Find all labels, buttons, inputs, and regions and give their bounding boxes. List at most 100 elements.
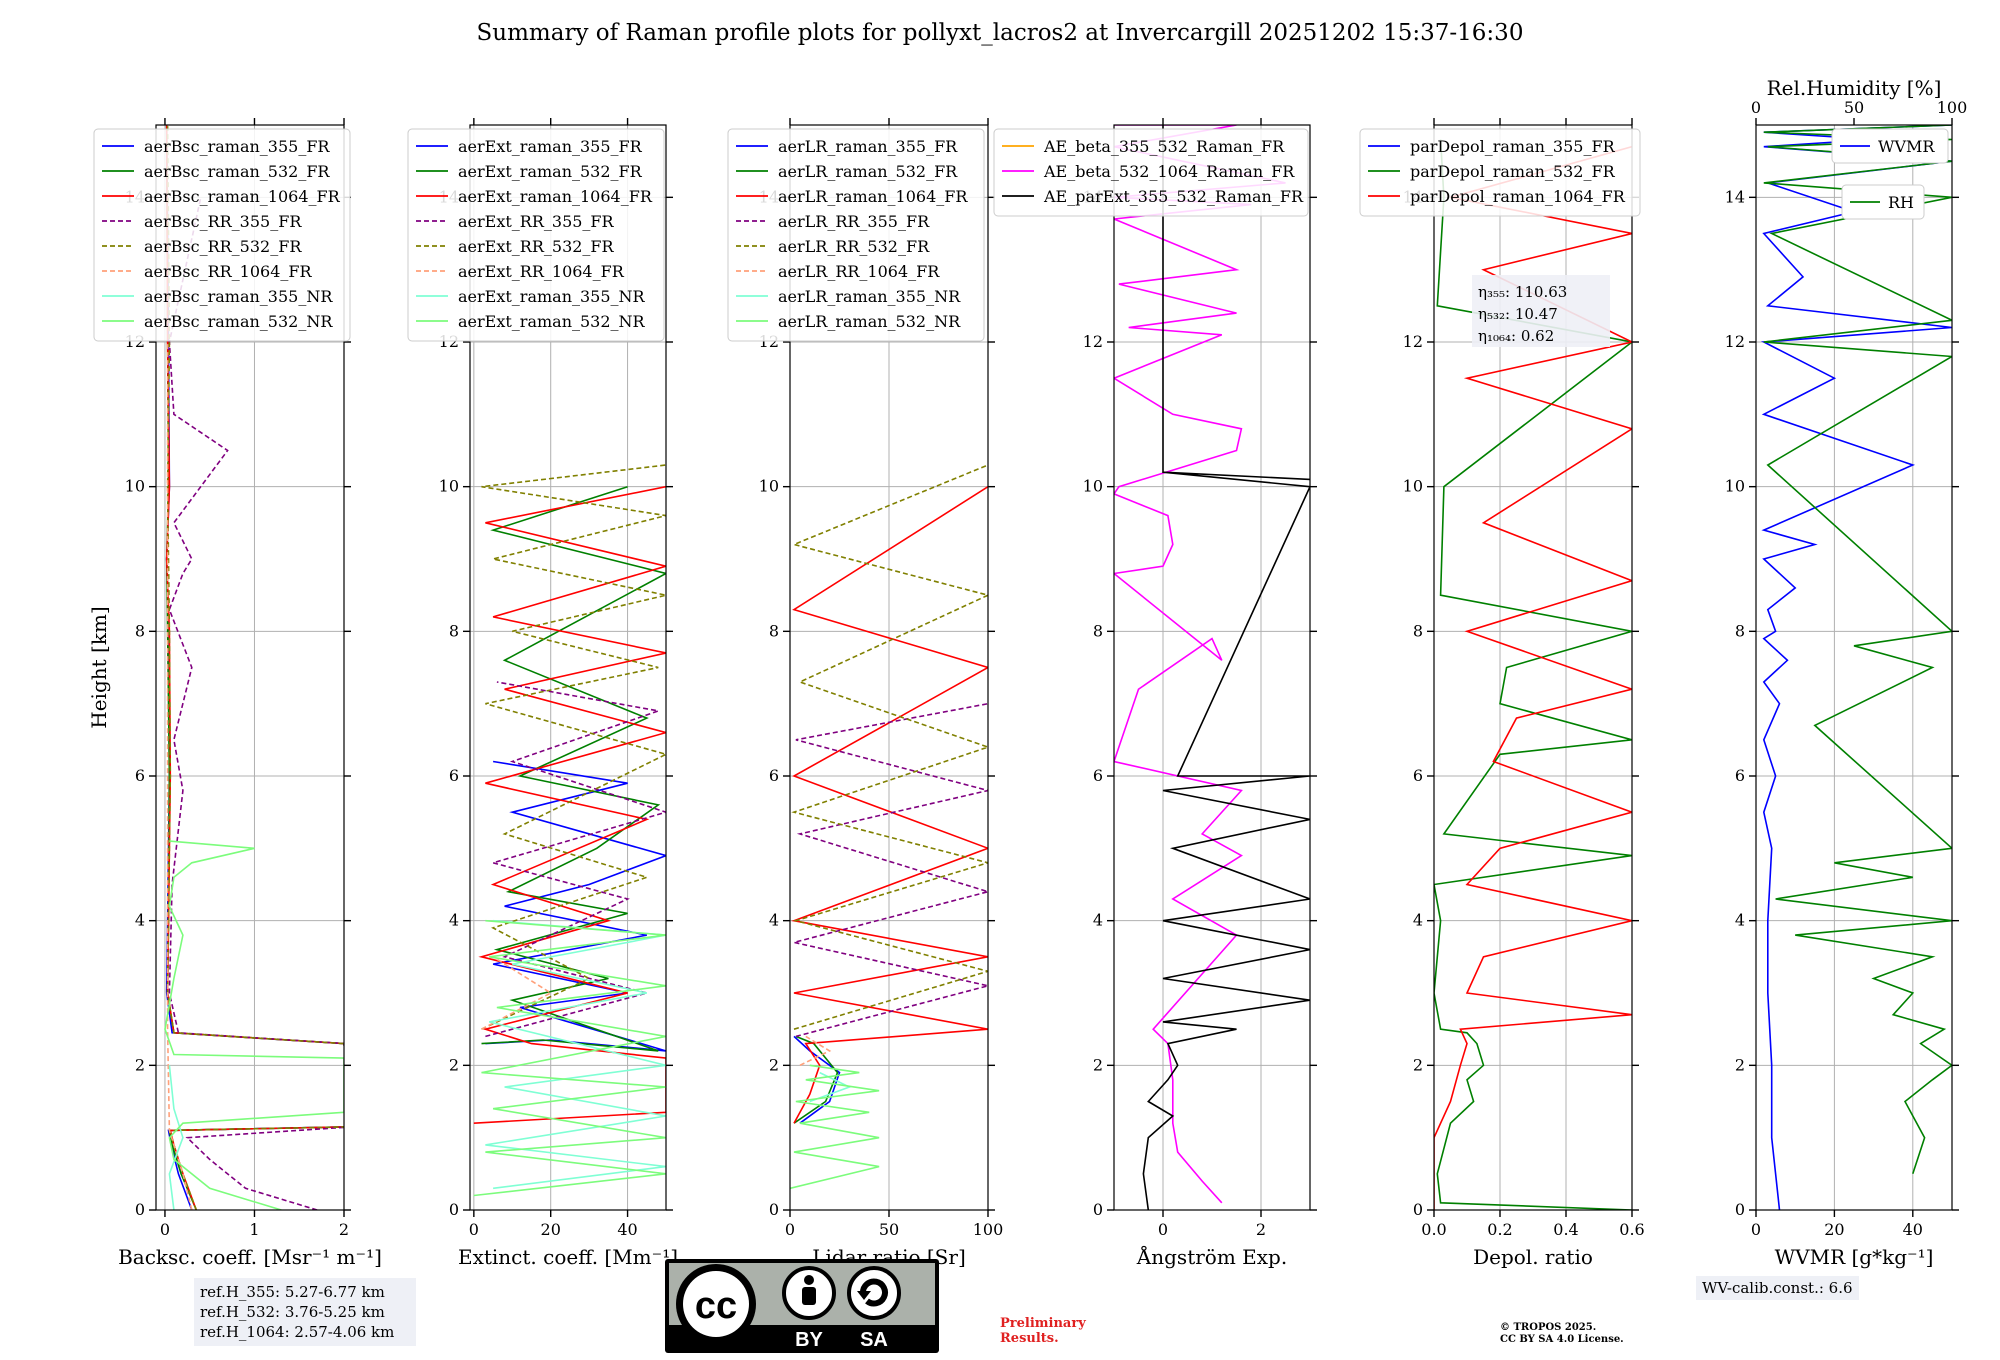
ytick-label: 12 [1725, 332, 1745, 351]
preliminary-line-2: Results. [1000, 1331, 1059, 1346]
ref-height-355: ref.H_355: 5.27-6.77 km [200, 1283, 385, 1301]
legend-box [1841, 184, 1925, 220]
ytick-label: 10 [125, 477, 145, 496]
legend-label: aerExt_raman_532_FR [458, 162, 643, 181]
ytick-label: 6 [1093, 766, 1103, 785]
legend-box [1359, 128, 1641, 217]
top-xtick-label: 0 [1751, 98, 1761, 117]
legend-label: aerExt_raman_532_NR [458, 312, 646, 331]
ytick-label: 0 [135, 1200, 145, 1219]
reference-height-box: ref.H_355: 5.27-6.77 km ref.H_532: 3.76-… [194, 1278, 416, 1346]
ytick-label: 0 [1093, 1200, 1103, 1219]
sa-share-icon [847, 1266, 901, 1320]
top-xtick-label: 50 [1844, 98, 1864, 117]
series-WVMR [1760, 125, 1952, 1210]
series-aerBsc_RR_1064_FR [166, 342, 193, 1210]
copyright-line-2: CC BY SA 4.0 License. [1500, 1334, 1624, 1345]
plot-frame [1755, 124, 1953, 1211]
xtick-label: 20 [541, 1220, 561, 1239]
panel-bsc: 01202468101214Backsc. coeff. [Msr⁻¹ m⁻¹]… [87, 118, 382, 1269]
ytick-label: 6 [135, 766, 145, 785]
series-aerBsc_raman_532_NR [164, 840, 344, 1210]
legend-label: aerLR_raman_355_NR [778, 287, 961, 306]
ytick-label: 10 [1725, 477, 1745, 496]
xtick-label: 50 [879, 1220, 899, 1239]
legend-label: aerLR_RR_1064_FR [778, 262, 940, 281]
xtick-label: 2 [1256, 1220, 1266, 1239]
preliminary-line-1: Preliminary [1000, 1316, 1086, 1331]
legend-label: aerBsc_raman_532_NR [144, 312, 333, 331]
legend-label: aerLR_raman_532_FR [778, 162, 958, 181]
ytick-label: 10 [1403, 477, 1423, 496]
xtick-label: 0 [785, 1220, 795, 1239]
legend-label: aerExt_RR_355_FR [458, 212, 615, 231]
ytick-label: 10 [439, 477, 459, 496]
series-aerExt_raman_355_FR [485, 760, 666, 1052]
xtick-label: 0.4 [1553, 1220, 1578, 1239]
ytick-label: 2 [769, 1055, 779, 1074]
xtick-label: 0 [1158, 1220, 1168, 1239]
ytick-label: 4 [1093, 911, 1103, 930]
top-xtick-label: 100 [1937, 98, 1968, 117]
legend-label: AE_beta_532_1064_Raman_FR [1043, 162, 1295, 181]
legend-label: aerLR_RR_532_FR [778, 237, 930, 256]
xtick-label: 0.6 [1619, 1220, 1644, 1239]
copyright-note: © TROPOS 2025. CC BY SA 4.0 License. [1500, 1322, 1624, 1346]
cc-by-label: BY [795, 1329, 823, 1351]
legend-label: aerBsc_RR_1064_FR [144, 262, 313, 281]
panel-wv: 0 20 40 0 2 4 6 8 10 12 14 WVMR [g*kg⁻¹] 0 50 100Rel.H… [1725, 76, 1968, 1269]
panel-depol: 0.00.20.40.602468101214Depol. ratioparDe… [1359, 118, 1645, 1269]
xaxis-label: Depol. ratio [1473, 1245, 1593, 1269]
legend-box [407, 128, 665, 342]
ytick-label: 6 [1735, 766, 1745, 785]
annotation-line: η₁₀₆₄: 0.62 [1478, 327, 1554, 345]
xtick-label: 1 [249, 1220, 259, 1239]
xaxis-label: Ångström Exp. [1136, 1244, 1287, 1269]
yaxis-label: Height [km] [87, 606, 111, 728]
cc-logo-text: cc [695, 1285, 737, 1327]
plot-frame [469, 124, 667, 1211]
ytick-label: 6 [769, 766, 779, 785]
ytick-label: 0 [1735, 1200, 1745, 1219]
legend-label: AE_parExt_355_532_Raman_FR [1043, 187, 1304, 206]
series-aerBsc_RR_355_FR [168, 197, 344, 1210]
ytick-label: 2 [1735, 1055, 1745, 1074]
series-aerLR_raman_532_NR [790, 1064, 880, 1190]
ytick-label: 10 [1083, 477, 1103, 496]
legend-label: aerBsc_raman_532_FR [144, 162, 330, 181]
legend-label: aerExt_RR_1064_FR [458, 262, 625, 281]
ref-height-532: ref.H_532: 3.76-5.25 km [200, 1303, 385, 1321]
xtick-label: 0.0 [1421, 1220, 1446, 1239]
series-aerExt_raman_1064_FR [473, 485, 666, 1124]
xtick-label: 2 [339, 1220, 349, 1239]
xtick-label: 0.2 [1487, 1220, 1512, 1239]
series-aerLR_raman_355_FR [793, 1035, 841, 1124]
ytick-label: 2 [1093, 1055, 1103, 1074]
annotation-line: η₅₃₂: 10.47 [1478, 305, 1558, 323]
legend-label: aerBsc_RR_532_FR [144, 237, 302, 256]
legend-label: AE_beta_355_532_Raman_FR [1043, 137, 1285, 156]
ytick-label: 8 [1093, 621, 1103, 640]
xtick-label: 0 [160, 1220, 170, 1239]
ytick-label: 4 [769, 911, 779, 930]
series-aerExt_raman_532_NR [473, 919, 666, 1197]
legend-label: aerLR_raman_355_FR [778, 137, 958, 156]
series-AE_parExt_355_532_Raman_FR [1142, 125, 1310, 1210]
plot-frame [155, 124, 345, 1211]
wv-calibration-box: WV-calib.const.: 6.6 [1696, 1276, 1859, 1300]
ytick-label: 2 [1413, 1055, 1423, 1074]
xtick-label: 40 [1903, 1220, 1923, 1239]
ytick-label: 6 [449, 766, 459, 785]
panel-lr: 05010002468101214Lidar ratio [Sr]aerLR_r… [727, 118, 1003, 1269]
legend-label: aerLR_RR_355_FR [778, 212, 930, 231]
ytick-label: 0 [449, 1200, 459, 1219]
series-parDepol_raman_1064_FR [1434, 145, 1632, 1210]
series-aerExt_RR_532_FR [481, 464, 666, 1030]
series-aerExt_RR_355_FR [485, 681, 666, 1038]
series-aerLR_raman_1064_FR [791, 486, 988, 1124]
series-parDepol_raman_532_FR [1434, 139, 1632, 1210]
series-aerBsc_raman_355_NR [168, 1065, 184, 1210]
legend-label: RH [1888, 193, 1914, 212]
legend-label: aerExt_RR_532_FR [458, 237, 615, 256]
annotation-box [1472, 275, 1610, 347]
